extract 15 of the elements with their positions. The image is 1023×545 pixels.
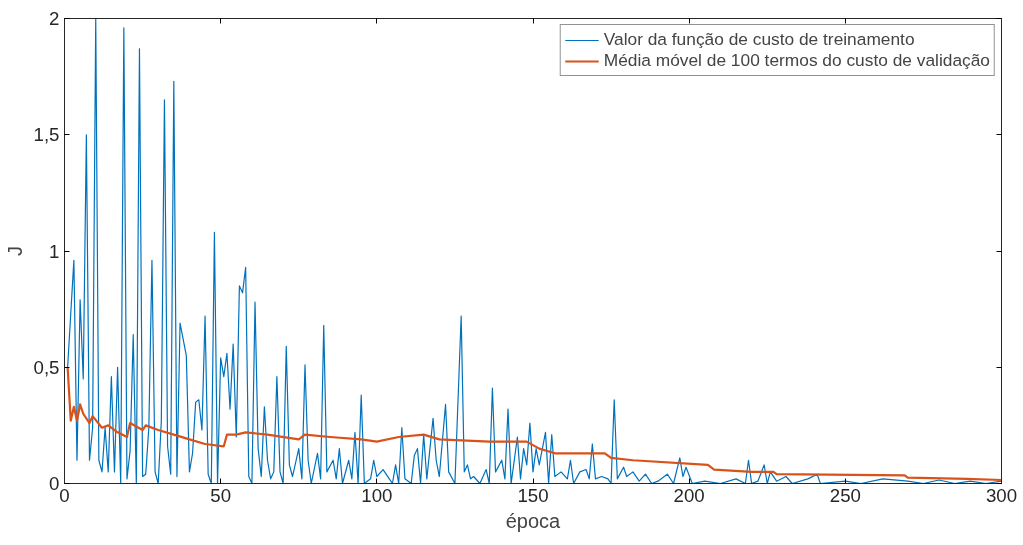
- y-axis-title: J: [3, 246, 26, 256]
- x-tick-label: 200: [673, 484, 705, 506]
- x-tick-label: 250: [829, 484, 861, 506]
- legend-label: Valor da função de custo de treinamento: [603, 29, 915, 50]
- y-tick-label: 1: [49, 240, 60, 262]
- x-tick-label: 100: [361, 484, 393, 506]
- y-tick-label: 0,5: [33, 356, 60, 378]
- x-tick-label: 50: [210, 484, 232, 506]
- legend-label: Média móvel de 100 termos do custo de validação: [603, 50, 990, 71]
- line-series: [67, 18, 1002, 484]
- y-tick-label: 1,5: [33, 124, 60, 146]
- x-tick-label: 300: [985, 484, 1018, 506]
- y-tick-label: 2: [49, 8, 60, 29]
- x-tick-label: 150: [517, 484, 549, 506]
- x-axis-title: época: [505, 509, 562, 532]
